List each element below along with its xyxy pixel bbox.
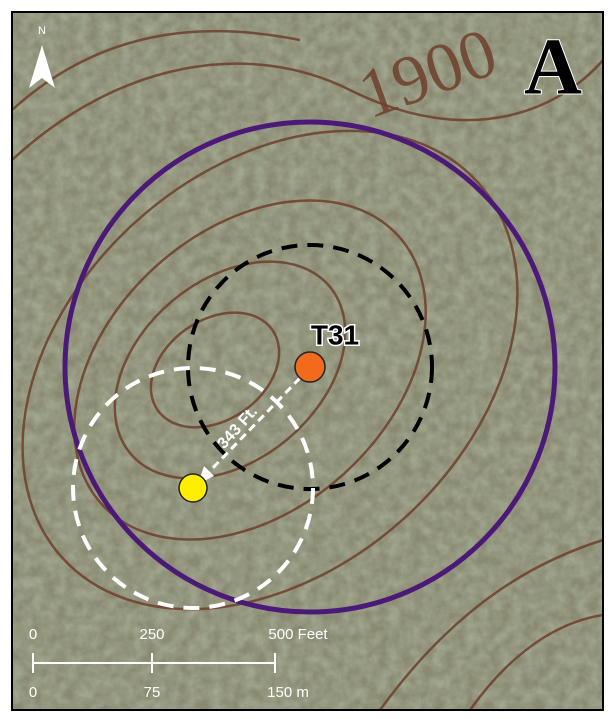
scale-label: 250 [139, 626, 164, 643]
scale-label: 150 m [267, 684, 309, 701]
site-label: T31 [311, 319, 359, 350]
panel-label: A [524, 23, 582, 111]
site-marker [295, 352, 325, 382]
scale-label: 75 [144, 684, 161, 701]
scale-label: 0 [29, 626, 37, 643]
north-label: N [38, 25, 46, 37]
scale-label: 500 Feet [268, 626, 328, 643]
map: 1900 343 Ft. T31 A N 0 250 500 Feet 0 75… [0, 0, 613, 719]
scale-label: 0 [29, 684, 37, 701]
offset-marker [179, 474, 207, 502]
